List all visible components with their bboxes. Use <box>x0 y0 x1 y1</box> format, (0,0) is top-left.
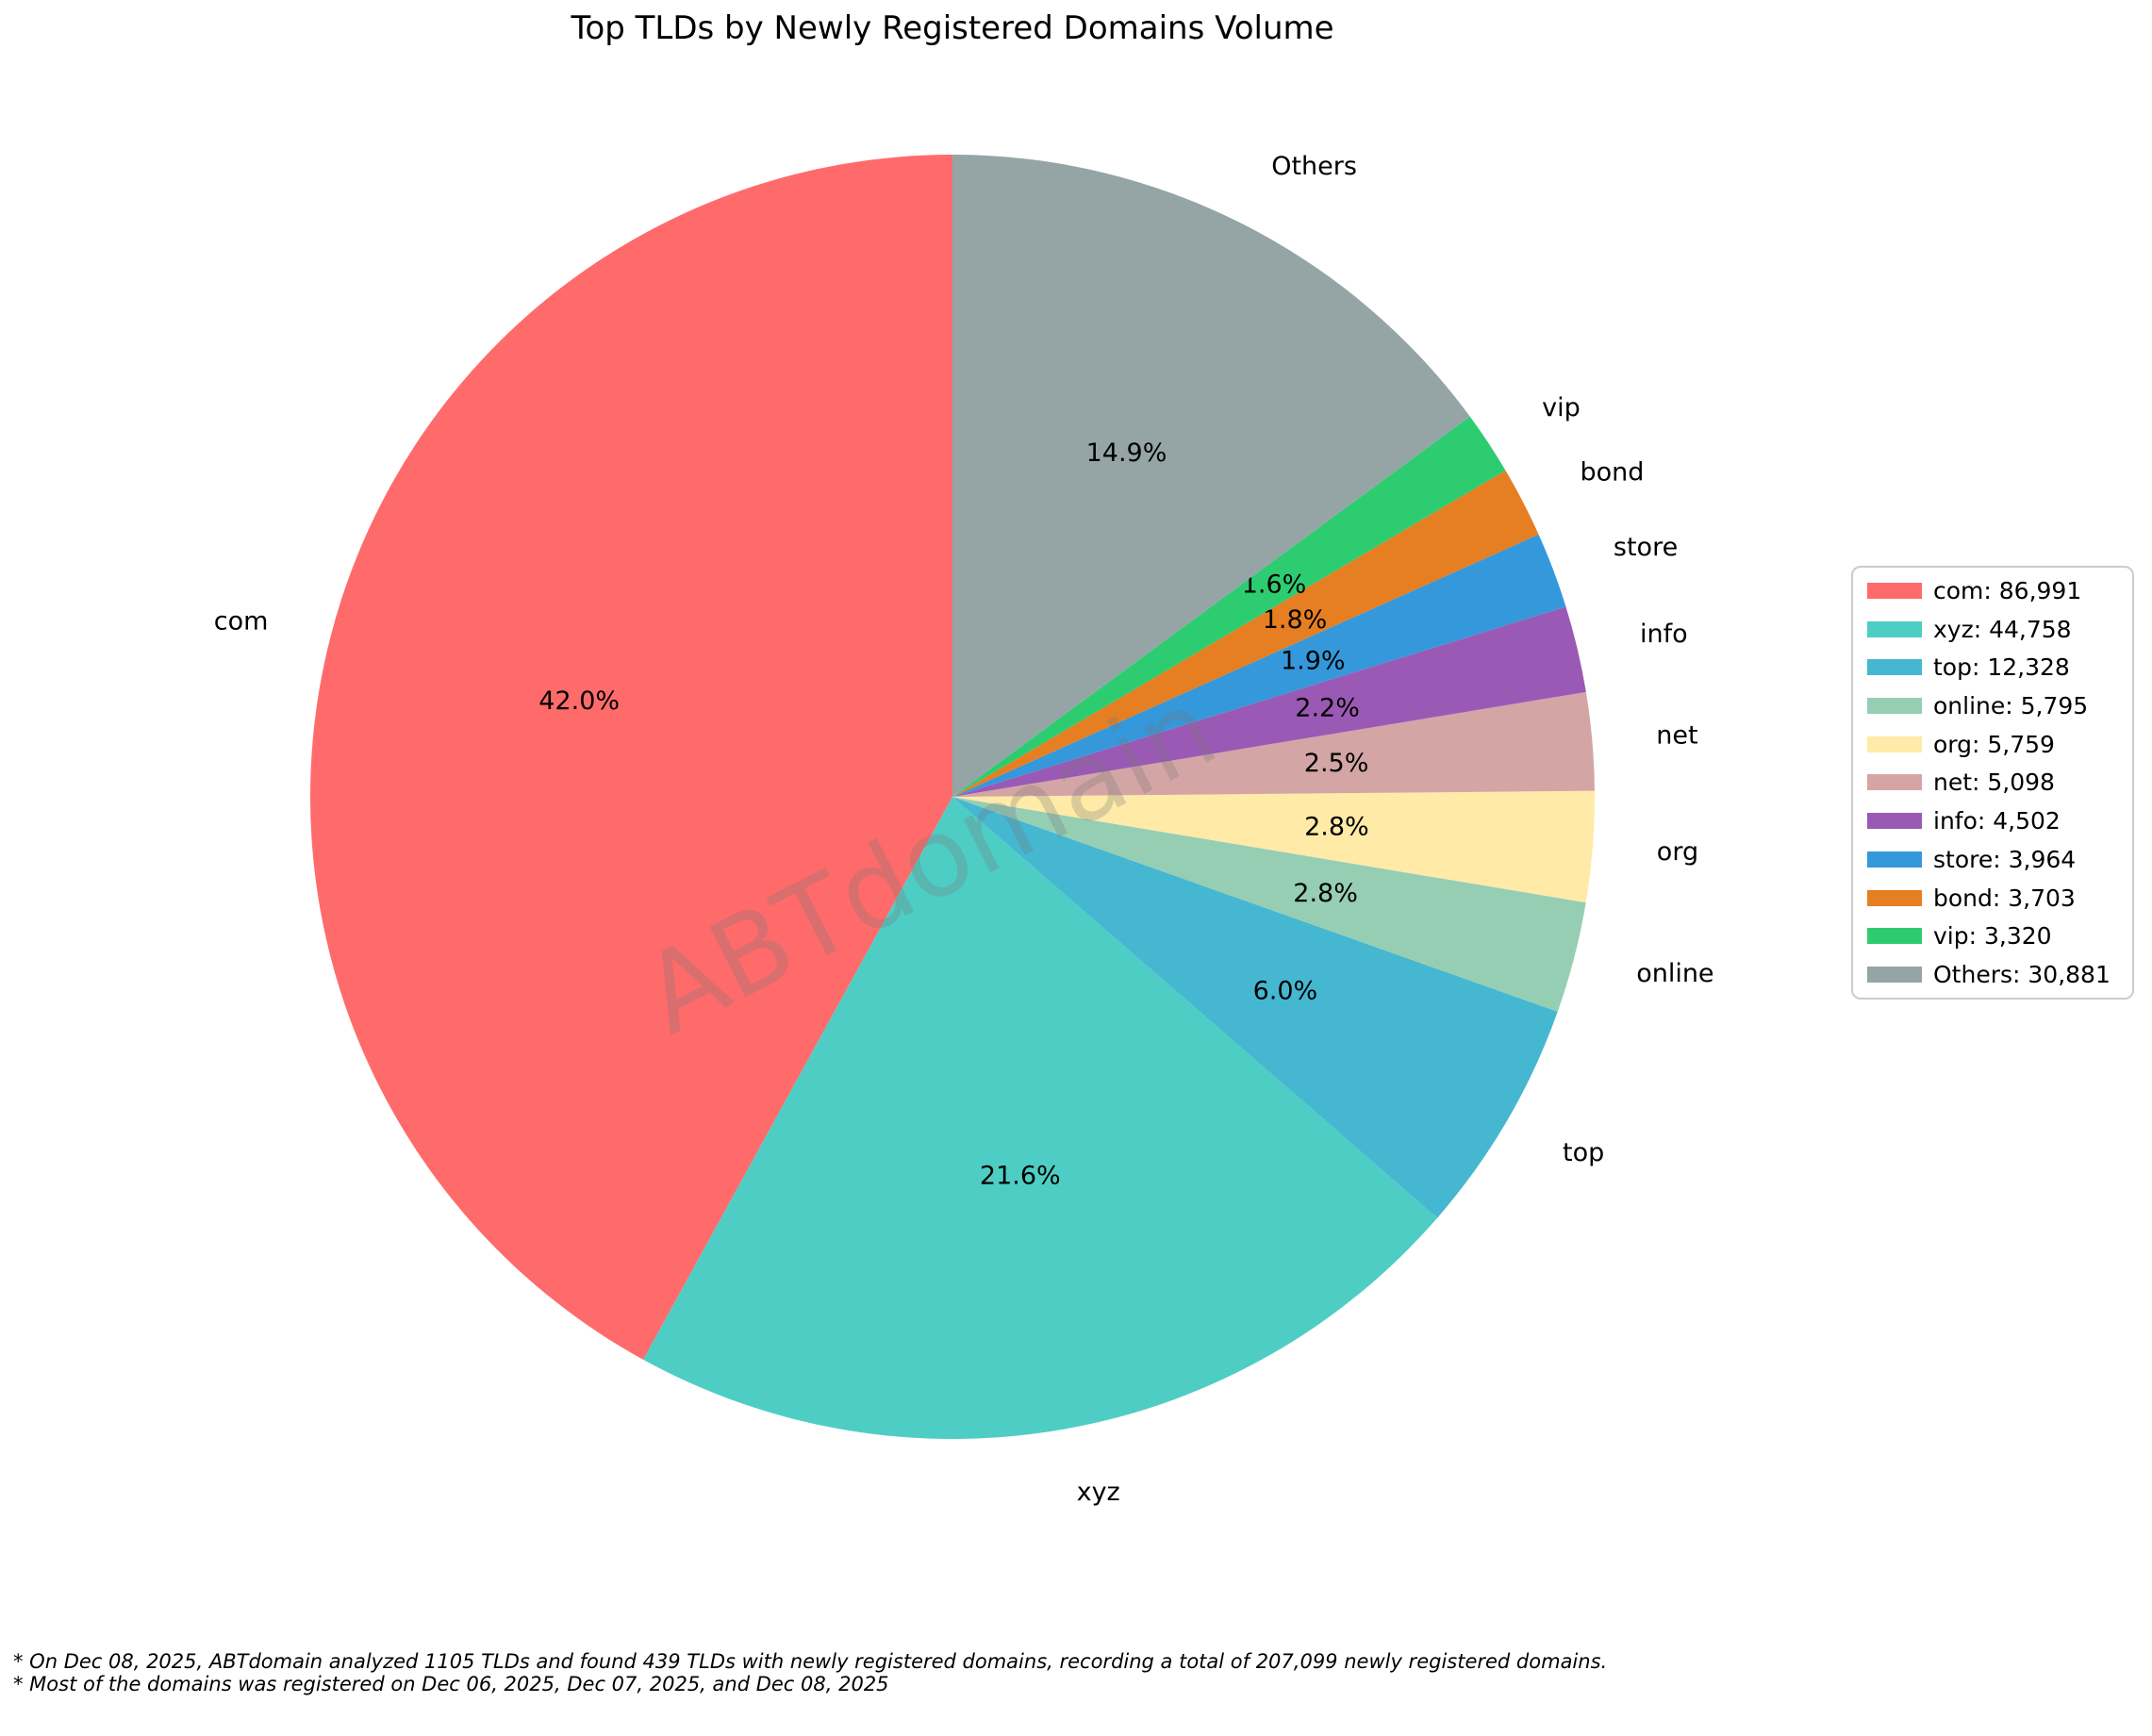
pie-slice-xyz <box>643 797 1438 1439</box>
slice-label-net: net <box>1656 721 1697 751</box>
footnotes: * On Dec 08, 2025, ABTdomain analyzed 11… <box>13 1650 1608 1695</box>
legend-item-online: online: 5,795 <box>1853 688 2132 724</box>
pie-slice-com <box>310 155 953 1360</box>
legend-swatch-info <box>1867 813 1922 830</box>
footnote-line-1: * On Dec 08, 2025, ABTdomain analyzed 11… <box>13 1650 1608 1673</box>
slice-label-com: com <box>214 606 269 636</box>
percent-label-info: 2.2% <box>1295 693 1360 722</box>
legend-label-xyz: xyz: 44,758 <box>1933 615 2072 643</box>
pie-slice-store <box>952 534 1566 797</box>
percent-label-net: 2.5% <box>1304 749 1369 778</box>
legend-item-org: org: 5,759 <box>1853 726 2132 762</box>
slice-label-online: online <box>1636 959 1713 988</box>
slice-label-info: info <box>1640 620 1688 649</box>
legend-label-Others: Others: 30,881 <box>1933 961 2111 989</box>
pie-slice-org <box>952 790 1595 903</box>
legend-swatch-vip <box>1867 928 1922 945</box>
legend-label-top: top: 12,328 <box>1933 653 2070 682</box>
percent-label-com: 42.0% <box>538 686 620 716</box>
legend-item-com: com: 86,991 <box>1853 572 2132 608</box>
legend-label-net: net: 5,098 <box>1933 769 2055 797</box>
legend-swatch-store <box>1867 851 1922 868</box>
legend-label-vip: vip: 3,320 <box>1933 922 2052 951</box>
slice-label-vip: vip <box>1542 393 1581 422</box>
slice-label-store: store <box>1614 533 1678 562</box>
percent-label-store: 1.9% <box>1281 646 1346 675</box>
legend-label-org: org: 5,759 <box>1933 730 2055 758</box>
slice-label-xyz: xyz <box>1077 1478 1120 1507</box>
legend-label-online: online: 5,795 <box>1933 692 2089 720</box>
legend-item-vip: vip: 3,320 <box>1853 918 2132 954</box>
percent-label-Others: 14.9% <box>1086 438 1167 468</box>
legend-swatch-com <box>1867 582 1922 599</box>
percent-label-online: 2.8% <box>1293 879 1358 908</box>
slice-label-Others: Others <box>1271 152 1357 181</box>
legend-swatch-Others <box>1867 967 1922 984</box>
legend-item-Others: Others: 30,881 <box>1853 957 2132 993</box>
legend-label-com: com: 86,991 <box>1933 576 2082 604</box>
legend-swatch-net <box>1867 774 1922 791</box>
legend-item-info: info: 4,502 <box>1853 803 2132 839</box>
legend-item-top: top: 12,328 <box>1853 650 2132 686</box>
pie-slice-Others <box>952 155 1470 797</box>
legend-label-bond: bond: 3,703 <box>1933 884 2076 912</box>
pie-slice-info <box>952 606 1586 797</box>
pie-slice-net <box>952 691 1595 797</box>
legend-swatch-online <box>1867 698 1922 715</box>
percent-label-bond: 1.8% <box>1263 605 1328 635</box>
legend-label-store: store: 3,964 <box>1933 845 2077 873</box>
pie-slice-top <box>952 797 1558 1218</box>
legend-item-store: store: 3,964 <box>1853 841 2132 877</box>
slice-label-top: top <box>1563 1138 1604 1167</box>
legend-swatch-xyz <box>1867 620 1922 637</box>
legend-item-net: net: 5,098 <box>1853 765 2132 801</box>
pie-slice-online <box>952 797 1586 1012</box>
chart-title: Top TLDs by Newly Registered Domains Vol… <box>571 9 1334 47</box>
percent-label-org: 2.8% <box>1304 812 1369 841</box>
pie-slice-vip <box>952 416 1506 797</box>
slice-label-org: org <box>1657 837 1698 867</box>
legend-swatch-org <box>1867 736 1922 752</box>
legend-swatch-top <box>1867 659 1922 676</box>
legend-item-bond: bond: 3,703 <box>1853 880 2132 916</box>
percent-label-top: 6.0% <box>1253 976 1318 1005</box>
percent-label-xyz: 21.6% <box>980 1162 1061 1191</box>
legend: com: 86,991 xyz: 44,758 top: 12,328 online:… <box>1851 566 2134 1000</box>
footnote-line-2: * Most of the domains was registered on … <box>13 1672 889 1695</box>
legend-label-info: info: 4,502 <box>1933 807 2061 835</box>
legend-item-xyz: xyz: 44,758 <box>1853 611 2132 647</box>
slice-label-bond: bond <box>1581 458 1645 488</box>
pie-slice-bond <box>952 470 1539 797</box>
legend-swatch-bond <box>1867 889 1922 906</box>
